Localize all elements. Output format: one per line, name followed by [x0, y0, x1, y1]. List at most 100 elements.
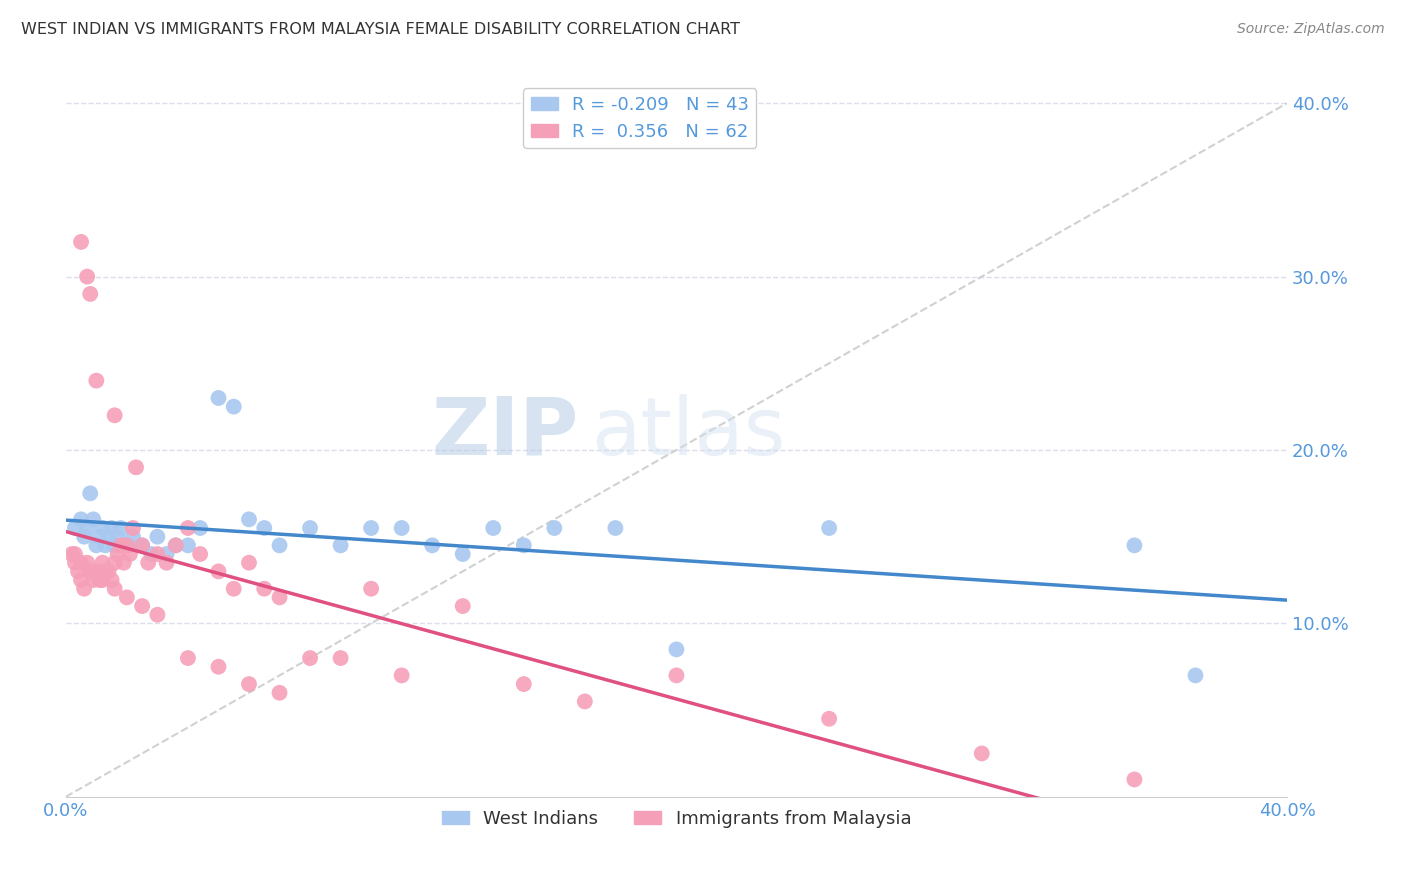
Point: [94, 565, 117, 579]
Point: [104, 538, 127, 552]
Point: [66, 565, 89, 579]
Point: [86, 565, 108, 579]
Point: [269, 538, 291, 552]
Text: atlas: atlas: [591, 393, 786, 472]
Point: [177, 651, 200, 665]
Point: [207, 391, 229, 405]
Point: [665, 642, 688, 657]
Point: [238, 677, 260, 691]
Point: [60, 547, 83, 561]
Point: [73, 582, 96, 596]
Point: [818, 712, 841, 726]
Point: [100, 521, 122, 535]
Point: [238, 512, 260, 526]
Point: [543, 521, 565, 535]
Point: [238, 556, 260, 570]
Point: [207, 659, 229, 673]
Point: [76, 269, 98, 284]
Point: [329, 538, 352, 552]
Point: [451, 547, 474, 561]
Point: [360, 521, 382, 535]
Point: [97, 565, 120, 579]
Point: [513, 677, 536, 691]
Point: [136, 556, 159, 570]
Point: [70, 512, 93, 526]
Point: [970, 747, 993, 761]
Point: [122, 521, 145, 535]
Point: [118, 547, 141, 561]
Point: [70, 573, 93, 587]
Point: [82, 512, 104, 526]
Point: [91, 573, 114, 587]
Point: [115, 591, 138, 605]
Point: [70, 556, 93, 570]
Point: [76, 556, 98, 570]
Point: [104, 409, 127, 423]
Point: [110, 538, 132, 552]
Point: [91, 556, 114, 570]
Point: [141, 547, 163, 561]
Point: [76, 521, 98, 535]
Point: [329, 651, 352, 665]
Point: [391, 668, 413, 682]
Point: [131, 538, 153, 552]
Point: [73, 530, 96, 544]
Point: [391, 521, 413, 535]
Point: [146, 547, 169, 561]
Point: [79, 565, 101, 579]
Point: [605, 521, 627, 535]
Point: [482, 521, 505, 535]
Point: [222, 582, 245, 596]
Point: [94, 538, 117, 552]
Point: [104, 582, 127, 596]
Point: [104, 556, 127, 570]
Point: [253, 582, 276, 596]
Point: [91, 521, 114, 535]
Point: [125, 460, 148, 475]
Point: [299, 651, 322, 665]
Text: ZIP: ZIP: [432, 393, 579, 472]
Point: [97, 530, 120, 544]
Point: [79, 486, 101, 500]
Point: [112, 556, 135, 570]
Point: [177, 538, 200, 552]
Point: [146, 607, 169, 622]
Point: [165, 538, 187, 552]
Text: Source: ZipAtlas.com: Source: ZipAtlas.com: [1237, 22, 1385, 37]
Point: [79, 565, 101, 579]
Point: [110, 521, 132, 535]
Point: [79, 287, 101, 301]
Point: [107, 547, 129, 561]
Point: [131, 538, 153, 552]
Point: [451, 599, 474, 613]
Point: [188, 521, 211, 535]
Point: [269, 591, 291, 605]
Point: [1184, 668, 1206, 682]
Text: WEST INDIAN VS IMMIGRANTS FROM MALAYSIA FEMALE DISABILITY CORRELATION CHART: WEST INDIAN VS IMMIGRANTS FROM MALAYSIA …: [21, 22, 740, 37]
Point: [1123, 772, 1146, 787]
Point: [86, 538, 108, 552]
Point: [89, 573, 111, 587]
Point: [207, 565, 229, 579]
Point: [299, 521, 322, 535]
Point: [70, 235, 93, 249]
Legend: West Indians, Immigrants from Malaysia: West Indians, Immigrants from Malaysia: [434, 803, 918, 835]
Point: [155, 547, 177, 561]
Point: [420, 538, 443, 552]
Point: [1123, 538, 1146, 552]
Point: [63, 547, 86, 561]
Point: [63, 521, 86, 535]
Point: [177, 521, 200, 535]
Point: [269, 686, 291, 700]
Point: [360, 582, 382, 596]
Point: [253, 521, 276, 535]
Point: [107, 530, 129, 544]
Point: [89, 530, 111, 544]
Point: [188, 547, 211, 561]
Point: [222, 400, 245, 414]
Point: [574, 694, 596, 708]
Point: [165, 538, 187, 552]
Point: [155, 556, 177, 570]
Point: [86, 374, 108, 388]
Point: [115, 538, 138, 552]
